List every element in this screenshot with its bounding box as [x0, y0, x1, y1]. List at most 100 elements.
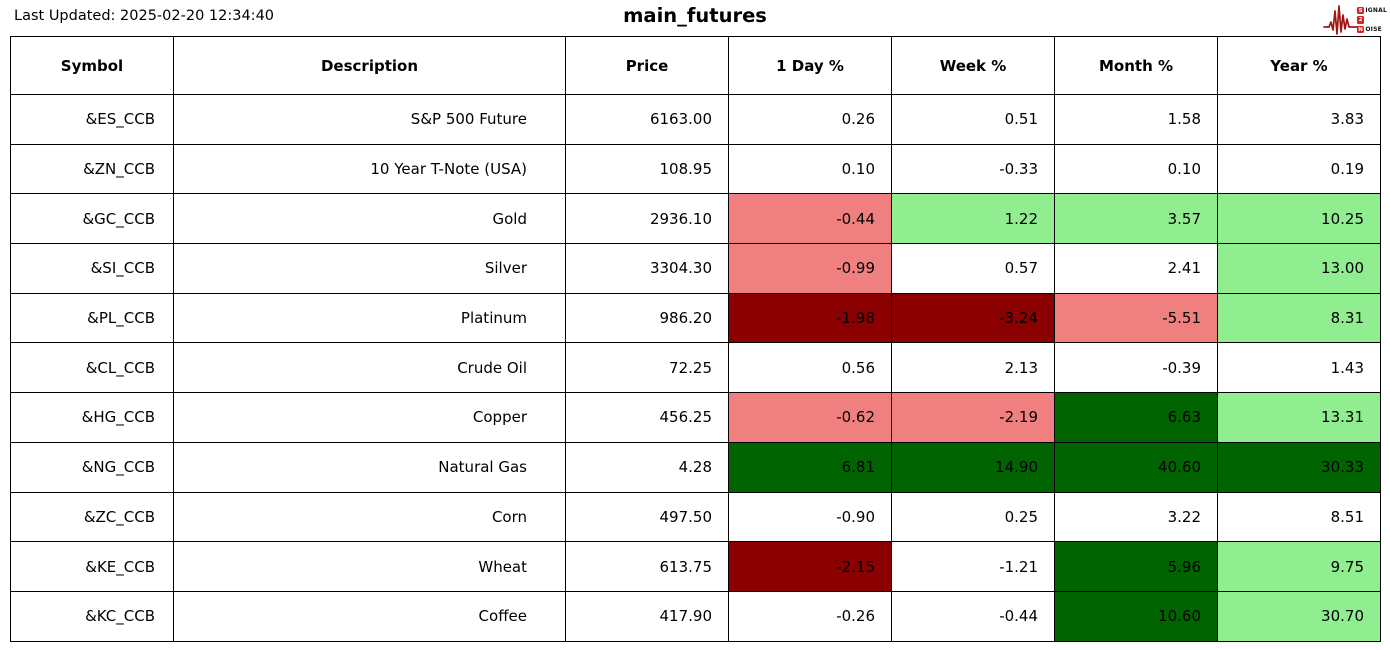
- futures-table-body: &ES_CCB S&P 500 Future 6163.00 0.26 0.51 1.58…: [10, 94, 1381, 642]
- symbol-cell: &SI_CCB: [10, 243, 174, 294]
- 1day-pct-cell: -0.90: [728, 491, 892, 543]
- 1day-pct-cell: -2.15: [728, 541, 892, 592]
- 1day-pct-cell: -1.98: [728, 292, 892, 344]
- logo-badge-2: 2: [1356, 16, 1365, 24]
- price-cell: 456.25: [565, 392, 729, 443]
- week-pct-cell: -2.19: [891, 392, 1055, 443]
- price-cell: 2936.10: [565, 193, 729, 245]
- symbol-cell: &KE_CCB: [10, 541, 174, 592]
- waveform-icon: [1322, 3, 1363, 37]
- 1day-pct-cell: 0.26: [728, 94, 892, 145]
- week-pct-cell: 14.90: [891, 441, 1055, 493]
- price-cell: 497.50: [565, 491, 729, 543]
- symbol-cell: &ZN_CCB: [10, 143, 174, 195]
- table-row: &GC_CCB Gold 2936.10 -0.44 1.22 3.57 10.25: [10, 193, 1381, 245]
- signal2noise-logo: S IGNAL 2 N OISE: [1322, 3, 1387, 37]
- week-pct-cell: 1.22: [891, 193, 1055, 245]
- 1day-pct-cell: 0.56: [728, 342, 892, 394]
- table-row: &NG_CCB Natural Gas 4.28 6.81 14.90 40.60 30.3…: [10, 441, 1381, 493]
- week-pct-cell: -0.44: [891, 590, 1055, 642]
- futures-table: Symbol Description Price 1 Day % Week % …: [10, 36, 1381, 642]
- year-pct-cell: 10.25: [1217, 193, 1381, 245]
- description-cell: Platinum: [173, 292, 566, 344]
- symbol-cell: &ZC_CCB: [10, 491, 174, 543]
- price-cell: 613.75: [565, 541, 729, 592]
- month-pct-cell: 6.63: [1054, 392, 1218, 443]
- week-pct-cell: -1.21: [891, 541, 1055, 592]
- price-cell: 72.25: [565, 342, 729, 394]
- month-pct-cell: 0.10: [1054, 143, 1218, 195]
- month-pct-cell: 3.22: [1054, 491, 1218, 543]
- month-pct-cell: 3.57: [1054, 193, 1218, 245]
- symbol-cell: &KC_CCB: [10, 590, 174, 642]
- column-header-month: Month %: [1054, 36, 1218, 95]
- price-cell: 986.20: [565, 292, 729, 344]
- price-cell: 6163.00: [565, 94, 729, 145]
- table-row: &ES_CCB S&P 500 Future 6163.00 0.26 0.51 1.58…: [10, 94, 1381, 145]
- description-cell: Natural Gas: [173, 441, 566, 493]
- symbol-cell: &PL_CCB: [10, 292, 174, 344]
- description-cell: S&P 500 Future: [173, 94, 566, 145]
- week-pct-cell: 0.25: [891, 491, 1055, 543]
- year-pct-cell: 30.70: [1217, 590, 1381, 642]
- symbol-cell: &HG_CCB: [10, 392, 174, 443]
- table-row: &HG_CCB Copper 456.25 -0.62 -2.19 6.63 13.31: [10, 392, 1381, 443]
- year-pct-cell: 13.31: [1217, 392, 1381, 443]
- symbol-cell: &CL_CCB: [10, 342, 174, 394]
- year-pct-cell: 8.51: [1217, 491, 1381, 543]
- week-pct-cell: 0.57: [891, 243, 1055, 294]
- 1day-pct-cell: 0.10: [728, 143, 892, 195]
- year-pct-cell: 1.43: [1217, 342, 1381, 394]
- logo-badge-n: N: [1356, 25, 1365, 34]
- column-header-description: Description: [173, 36, 566, 95]
- column-header-price: Price: [565, 36, 729, 95]
- description-cell: Copper: [173, 392, 566, 443]
- month-pct-cell: 40.60: [1054, 441, 1218, 493]
- description-cell: Gold: [173, 193, 566, 245]
- 1day-pct-cell: -0.62: [728, 392, 892, 443]
- description-cell: 10 Year T-Note (USA): [173, 143, 566, 195]
- table-row: &SI_CCB Silver 3304.30 -0.99 0.57 2.41 13.00: [10, 243, 1381, 294]
- month-pct-cell: 2.41: [1054, 243, 1218, 294]
- week-pct-cell: 0.51: [891, 94, 1055, 145]
- 1day-pct-cell: -0.26: [728, 590, 892, 642]
- price-cell: 108.95: [565, 143, 729, 195]
- 1day-pct-cell: -0.99: [728, 243, 892, 294]
- year-pct-cell: 0.19: [1217, 143, 1381, 195]
- description-cell: Crude Oil: [173, 342, 566, 394]
- table-row: &ZN_CCB 10 Year T-Note (USA) 108.95 0.10 -0.…: [10, 143, 1381, 195]
- price-cell: 3304.30: [565, 243, 729, 294]
- year-pct-cell: 9.75: [1217, 541, 1381, 592]
- price-cell: 4.28: [565, 441, 729, 493]
- week-pct-cell: 2.13: [891, 342, 1055, 394]
- month-pct-cell: 5.96: [1054, 541, 1218, 592]
- logo-line-signal: S IGNAL: [1356, 6, 1387, 15]
- table-row: &KC_CCB Coffee 417.90 -0.26 -0.44 10.60 30.70: [10, 590, 1381, 642]
- symbol-cell: &GC_CCB: [10, 193, 174, 245]
- column-header-year: Year %: [1217, 36, 1381, 95]
- year-pct-cell: 30.33: [1217, 441, 1381, 493]
- month-pct-cell: 1.58: [1054, 94, 1218, 145]
- column-header-week: Week %: [891, 36, 1055, 95]
- 1day-pct-cell: -0.44: [728, 193, 892, 245]
- table-row: &PL_CCB Platinum 986.20 -1.98 -3.24 -5.51 8.31: [10, 292, 1381, 344]
- description-cell: Wheat: [173, 541, 566, 592]
- week-pct-cell: -3.24: [891, 292, 1055, 344]
- header-row: Symbol Description Price 1 Day % Week % …: [10, 36, 1381, 95]
- year-pct-cell: 8.31: [1217, 292, 1381, 344]
- page-title: main_futures: [623, 4, 767, 27]
- price-cell: 417.90: [565, 590, 729, 642]
- column-header-1day: 1 Day %: [728, 36, 892, 95]
- symbol-cell: &NG_CCB: [10, 441, 174, 493]
- description-cell: Silver: [173, 243, 566, 294]
- 1day-pct-cell: 6.81: [728, 441, 892, 493]
- year-pct-cell: 13.00: [1217, 243, 1381, 294]
- logo-text: S IGNAL 2 N OISE: [1356, 6, 1387, 34]
- month-pct-cell: -5.51: [1054, 292, 1218, 344]
- description-cell: Corn: [173, 491, 566, 543]
- month-pct-cell: -0.39: [1054, 342, 1218, 394]
- logo-line-noise: N OISE: [1356, 25, 1382, 34]
- month-pct-cell: 10.60: [1054, 590, 1218, 642]
- table-row: &CL_CCB Crude Oil 72.25 0.56 2.13 -0.39 1.43: [10, 342, 1381, 394]
